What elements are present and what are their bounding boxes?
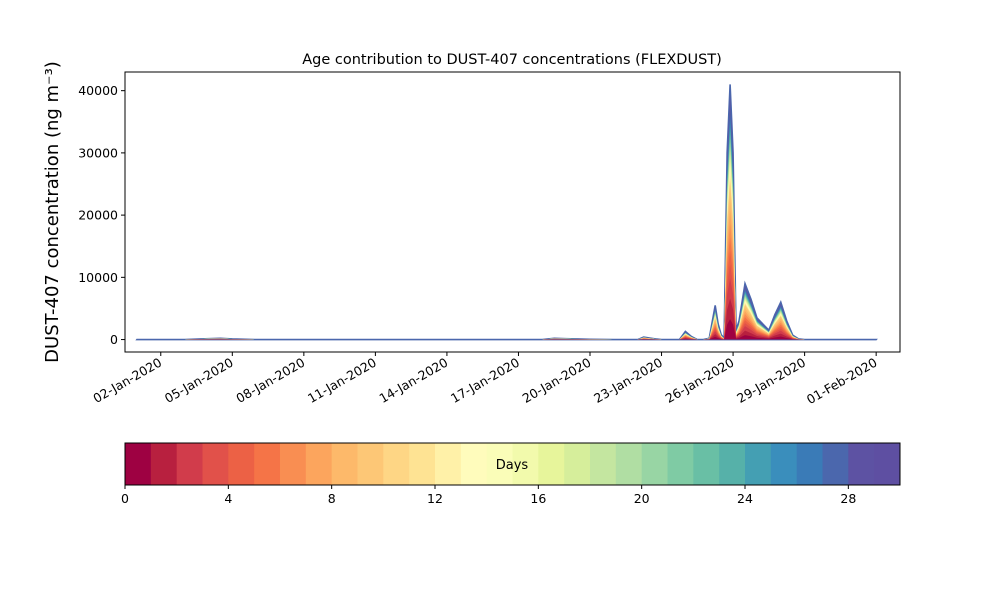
colorbar-tick-label: 28	[840, 491, 856, 506]
y-tick-label: 40000	[78, 83, 118, 98]
y-tick-label: 20000	[78, 208, 118, 223]
colorbar-cell	[590, 443, 617, 485]
colorbar-cell	[176, 443, 203, 485]
colorbar-cell	[667, 443, 694, 485]
colorbar-cell	[409, 443, 436, 485]
plot-area	[124, 71, 901, 353]
x-axis-ticks: 02-Jan-202005-Jan-202008-Jan-202011-Jan-…	[90, 352, 880, 407]
age-layer-25	[136, 119, 877, 340]
colorbar-cell	[435, 443, 462, 485]
colorbar-cell	[564, 443, 591, 485]
y-axis-ticks: 0 10000 20000 30000 40000	[78, 83, 125, 347]
y-tick-label: 0	[110, 332, 118, 347]
y-tick-label: 10000	[78, 270, 118, 285]
age-layer-10	[136, 178, 877, 340]
x-tick-label: 17-Jan-2020	[448, 355, 522, 406]
age-layer-5	[136, 237, 877, 340]
colorbar-cell	[202, 443, 229, 485]
colorbar-cells	[125, 443, 901, 485]
age-layer-17	[136, 150, 877, 340]
x-tick-label: 23-Jan-2020	[591, 355, 665, 406]
age-layer-22	[136, 131, 877, 340]
x-tick-label: 08-Jan-2020	[233, 355, 307, 406]
x-tick-label: 02-Jan-2020	[90, 355, 164, 406]
chart-title: Age contribution to DUST-407 concentrati…	[302, 52, 722, 68]
area-layers	[135, 84, 879, 341]
colorbar-tick-label: 24	[737, 491, 753, 506]
age-layer-29	[135, 84, 879, 341]
x-tick-label: 29-Jan-2020	[734, 355, 808, 406]
x-tick-label: 20-Jan-2020	[520, 355, 594, 406]
colorbar-cell	[693, 443, 720, 485]
colorbar-cell	[357, 443, 384, 485]
colorbar-cell	[719, 443, 746, 485]
age-layer-11	[136, 174, 877, 340]
colorbar-cell	[796, 443, 823, 485]
age-layer-28	[136, 94, 877, 340]
age-layer-26	[136, 115, 877, 340]
x-tick-label: 01-Feb-2020	[804, 355, 880, 407]
colorbar-label: Days	[496, 458, 529, 473]
colorbar-frame	[124, 442, 901, 486]
colorbar-tick-label: 16	[530, 491, 546, 506]
colorbar-tick-label: 4	[224, 491, 232, 506]
age-layer-21	[136, 135, 877, 340]
colorbar-cell	[460, 443, 488, 485]
plot-frame	[124, 71, 901, 353]
colorbar-cell	[538, 443, 565, 485]
age-layer-8	[136, 196, 877, 340]
age-layer-27	[136, 104, 877, 340]
colorbar-cell	[150, 443, 178, 485]
age-layer-12	[136, 170, 877, 340]
colorbar-tick-label: 20	[634, 491, 650, 506]
colorbar-cell	[848, 443, 875, 485]
age-layer-7	[136, 210, 877, 340]
colorbar-cell	[383, 443, 410, 485]
age-layer-0	[136, 319, 877, 340]
y-axis-label: DUST-407 concentration (ng m⁻³)	[42, 61, 63, 363]
age-layer-15	[136, 158, 877, 340]
colorbar-cell	[254, 443, 281, 485]
colorbar-cell	[874, 443, 901, 485]
age-layer-18	[136, 146, 877, 340]
colorbar-tick-label: 12	[427, 491, 443, 506]
age-layer-19	[136, 142, 877, 340]
age-layer-20	[136, 138, 877, 340]
colorbar-cell	[770, 443, 798, 485]
colorbar-cell	[125, 443, 152, 485]
age-layer-6	[136, 223, 877, 340]
x-tick-label: 05-Jan-2020	[162, 355, 236, 406]
colorbar-cell	[822, 443, 849, 485]
age-layer-23	[136, 127, 877, 340]
colorbar-cell	[615, 443, 643, 485]
colorbar-cell	[280, 443, 307, 485]
age-layer-9	[136, 182, 877, 340]
colorbar: Days 0 4 8 12 16 20 24 28	[121, 442, 901, 506]
colorbar-cell	[228, 443, 255, 485]
age-layer-16	[136, 154, 877, 340]
age-layer-24	[136, 123, 877, 340]
age-layer-14	[136, 162, 877, 340]
age-layer-1	[136, 298, 877, 340]
colorbar-cell	[745, 443, 772, 485]
y-tick-label: 30000	[78, 145, 118, 160]
colorbar-tick-label: 8	[328, 491, 336, 506]
colorbar-cell	[305, 443, 333, 485]
colorbar-cell	[486, 443, 513, 485]
x-tick-label: 26-Jan-2020	[663, 355, 737, 406]
colorbar-ticks: 0 4 8 12 16 20 24 28	[121, 485, 856, 506]
colorbar-tick-label: 0	[121, 491, 129, 506]
x-tick-label: 11-Jan-2020	[305, 355, 379, 406]
age-layer-13	[136, 166, 877, 340]
colorbar-cell	[331, 443, 358, 485]
colorbar-cell	[512, 443, 539, 485]
colorbar-cell	[641, 443, 668, 485]
x-tick-label: 14-Jan-2020	[376, 355, 450, 406]
